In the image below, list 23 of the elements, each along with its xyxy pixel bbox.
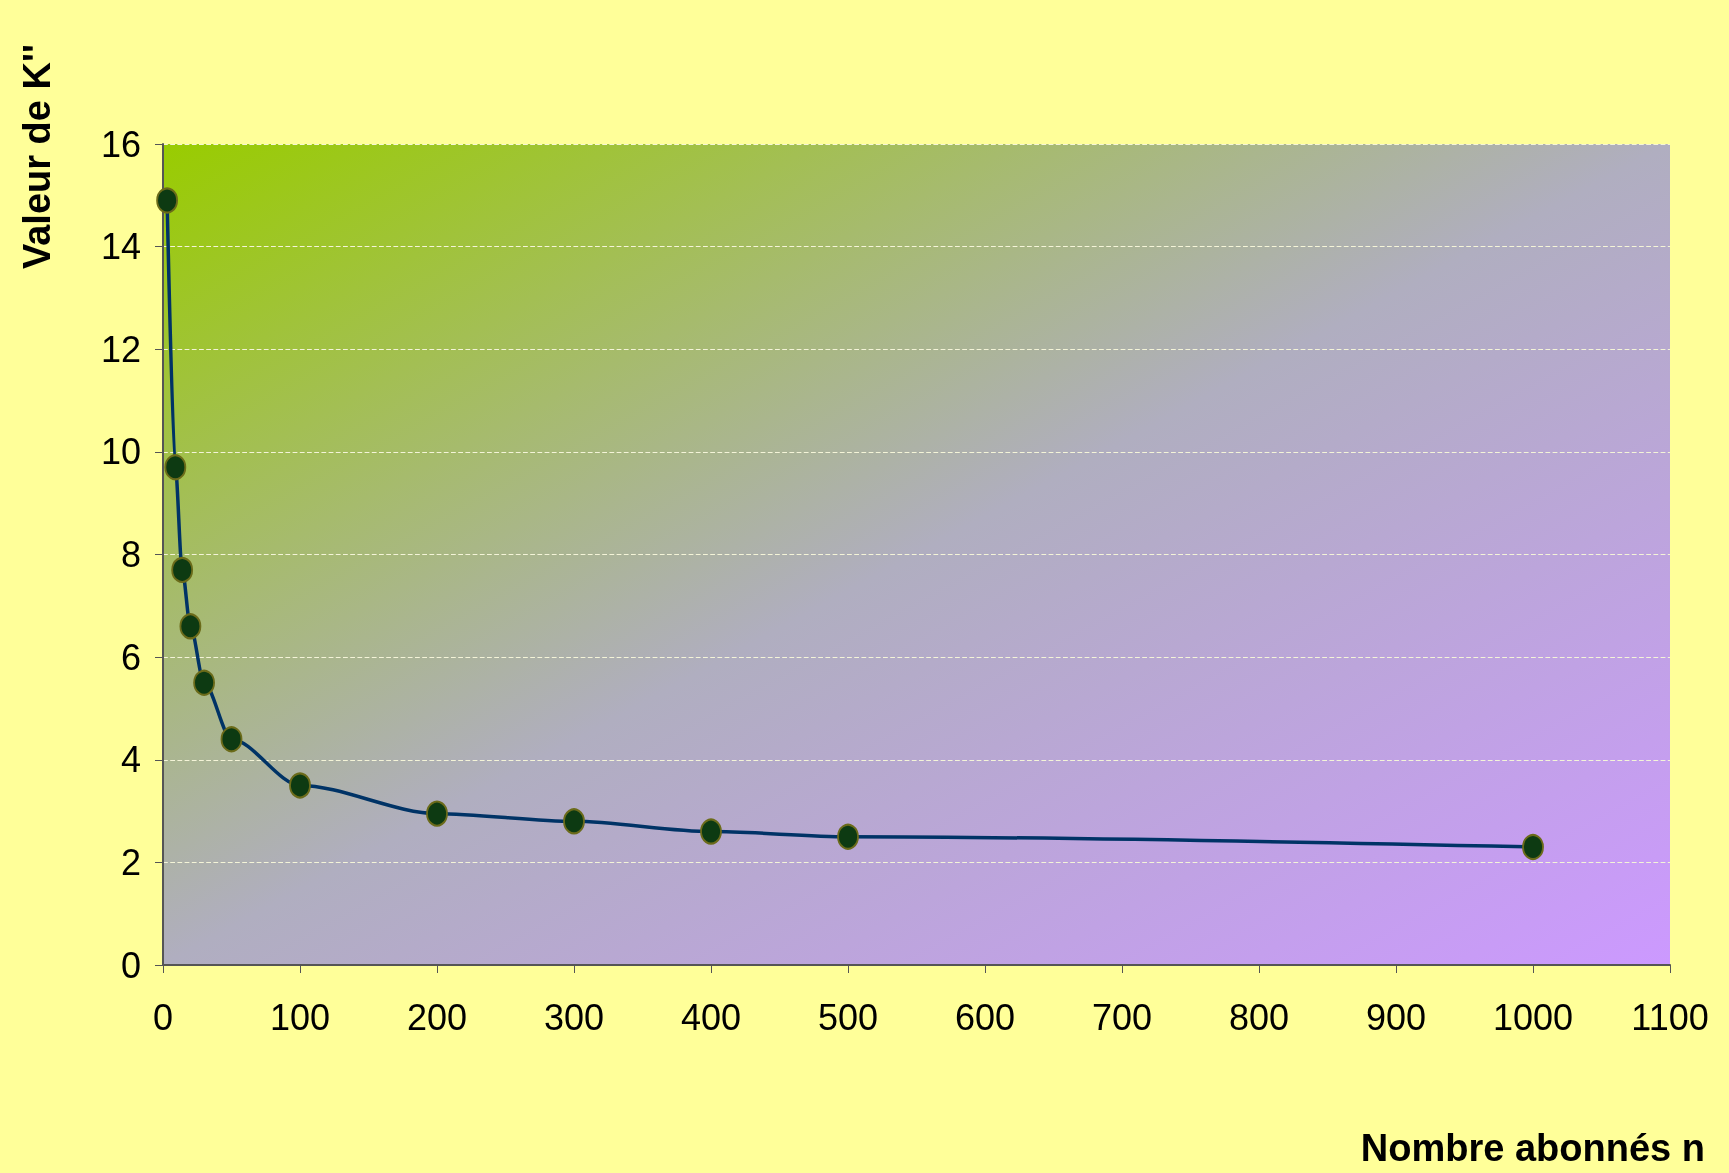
y-tick-label: 2 [120, 841, 141, 883]
x-tick-label: 700 [1091, 996, 1153, 1038]
x-tick-label: 1100 [1631, 996, 1709, 1038]
y-tick-label: 10 [100, 431, 141, 473]
y-tick-label: 6 [120, 636, 141, 678]
y-tick-label: 12 [100, 328, 141, 370]
y-tick-label: 0 [120, 944, 141, 986]
y-axis-title: Valeur de K'' [16, 43, 58, 270]
x-tick-label: 100 [269, 996, 331, 1038]
x-axis-title: Nombre abonnés n [1360, 1127, 1705, 1169]
y-tick-label: 16 [100, 123, 141, 165]
x-tick-label: 300 [543, 996, 605, 1038]
x-tick-label: 900 [1365, 996, 1427, 1038]
x-tick-label: 500 [817, 996, 879, 1038]
x-tick-label: 800 [1228, 996, 1290, 1038]
y-tick-label: 14 [100, 226, 141, 268]
x-tick-label: 200 [406, 996, 468, 1038]
x-tick-label: 0 [152, 996, 174, 1038]
x-tick-label: 400 [680, 996, 742, 1038]
y-tick-label: 8 [120, 534, 141, 575]
x-tick-label: 600 [954, 996, 1016, 1038]
x-tick-label: 1000 [1492, 996, 1574, 1038]
y-tick-label: 4 [120, 739, 141, 781]
